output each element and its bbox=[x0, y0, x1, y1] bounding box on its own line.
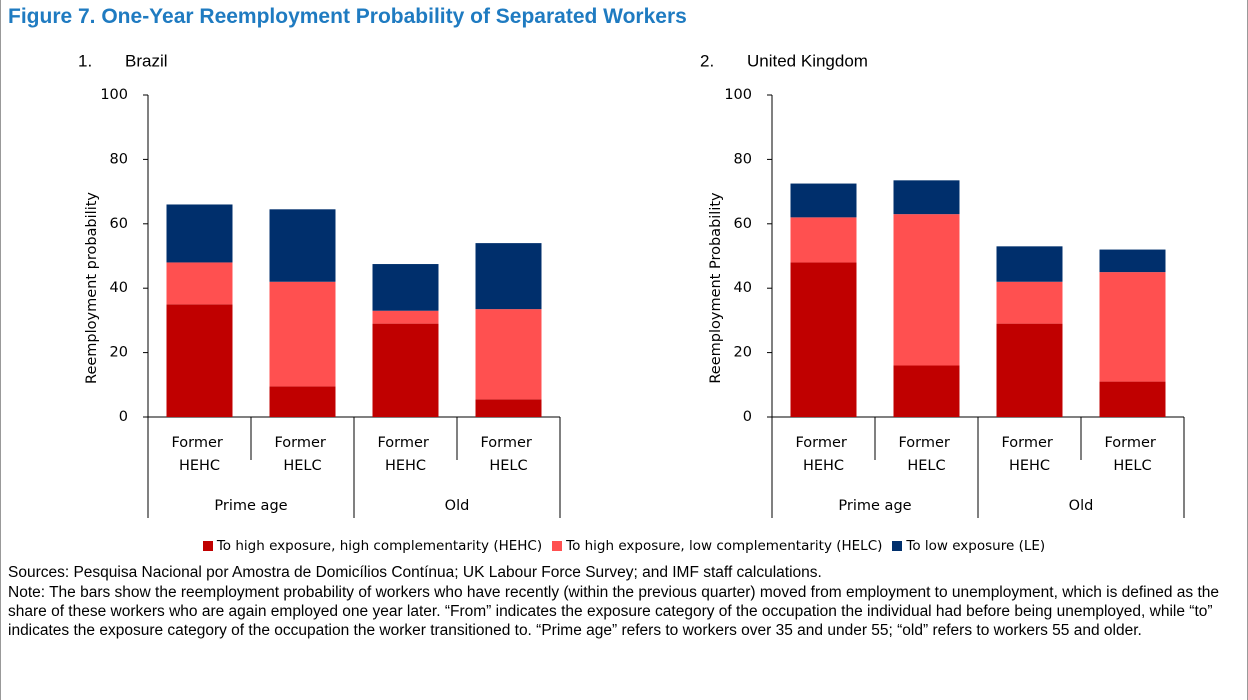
x-tick-label: Former HELC bbox=[898, 435, 954, 474]
y-tick-label: 0 bbox=[119, 409, 128, 425]
group-label: Old bbox=[1069, 498, 1094, 514]
y-axis-label: Reemployment Probability bbox=[708, 192, 724, 384]
series bbox=[790, 214, 1166, 382]
y-tick-label: 100 bbox=[100, 87, 128, 103]
bar-segment bbox=[996, 281, 1063, 324]
bar-segment bbox=[893, 214, 960, 366]
legend-item: To high exposure, low complementarity (H… bbox=[552, 538, 882, 554]
panel-number: 1. bbox=[78, 51, 92, 70]
bar-segment bbox=[372, 323, 439, 417]
legend-swatch bbox=[202, 541, 213, 551]
bar-segment bbox=[1099, 272, 1166, 382]
legend-label: To high exposure, high complementarity (… bbox=[216, 538, 543, 554]
y-tick-label: 0 bbox=[743, 409, 752, 425]
y-tick-label: 80 bbox=[110, 151, 128, 167]
group-label: Prime age bbox=[214, 498, 287, 514]
bar-segment bbox=[1099, 249, 1166, 273]
series bbox=[166, 262, 542, 400]
legend: To high exposure, high complementarity (… bbox=[0, 538, 1248, 554]
bar-segment bbox=[166, 304, 233, 417]
bar-segment bbox=[475, 399, 542, 417]
bar-segment bbox=[166, 262, 233, 305]
series bbox=[166, 304, 542, 417]
x-tick-label: Former HELC bbox=[1104, 435, 1160, 474]
y-axis-label: Reemployment probability bbox=[84, 192, 100, 384]
y-tick-label: 40 bbox=[110, 280, 128, 296]
legend-item: To low exposure (LE) bbox=[892, 538, 1045, 554]
bar-segment bbox=[269, 281, 336, 387]
y-tick-label: 80 bbox=[734, 151, 752, 167]
y-tick-label: 60 bbox=[110, 216, 128, 232]
series bbox=[166, 204, 542, 311]
bar-segment bbox=[1099, 381, 1166, 417]
bar-segment bbox=[166, 204, 233, 263]
panel-number: 2. bbox=[700, 51, 714, 70]
y-tick-label: 20 bbox=[110, 345, 128, 361]
group-label: Prime age bbox=[838, 498, 911, 514]
note: Note: The bars show the reemployment pro… bbox=[8, 584, 1220, 639]
bar-segment bbox=[790, 262, 857, 417]
bar-segment bbox=[790, 183, 857, 218]
legend-item: To high exposure, high complementarity (… bbox=[202, 538, 543, 554]
x-tick-label: Former HELC bbox=[480, 435, 536, 474]
bar-segment bbox=[996, 323, 1063, 417]
sources: Sources: Pesquisa Nacional por Amostra d… bbox=[8, 564, 822, 581]
series bbox=[790, 262, 1166, 417]
panel-title: Brazil bbox=[125, 51, 168, 70]
y-tick-label: 20 bbox=[734, 345, 752, 361]
bar-segment bbox=[790, 217, 857, 263]
series bbox=[790, 180, 1166, 282]
bar-segment bbox=[372, 310, 439, 324]
legend-swatch bbox=[552, 541, 563, 551]
bar-segment bbox=[475, 243, 542, 310]
bar-segment bbox=[269, 209, 336, 282]
bar-segment bbox=[893, 365, 960, 417]
x-tick-label: Former HEHC bbox=[377, 435, 433, 474]
y-tick-label: 100 bbox=[724, 87, 752, 103]
x-tick-label: Former HEHC bbox=[795, 435, 851, 474]
bar-segment bbox=[893, 180, 960, 215]
x-tick-label: Former HEHC bbox=[1001, 435, 1057, 474]
bar-segment bbox=[372, 264, 439, 311]
panel-title: United Kingdom bbox=[747, 51, 868, 70]
charts: 1. Brazil 0 20 40 60 80 100 Reemployment probabi… bbox=[78, 51, 1185, 518]
legend-swatch bbox=[892, 541, 903, 551]
x-tick-label: Former HEHC bbox=[171, 435, 227, 474]
bar-segment bbox=[269, 386, 336, 417]
legend-label: To high exposure, low complementarity (H… bbox=[566, 538, 883, 554]
x-tick-label: Former HELC bbox=[274, 435, 330, 474]
legend-label: To low exposure (LE) bbox=[906, 538, 1046, 554]
bar-segment bbox=[996, 246, 1063, 282]
y-tick-label: 60 bbox=[734, 216, 752, 232]
bar-segment bbox=[475, 309, 542, 400]
group-label: Old bbox=[445, 498, 470, 514]
figure-title: Figure 7. One-Year Reemployment Probabil… bbox=[8, 5, 687, 28]
y-tick-label: 40 bbox=[734, 280, 752, 296]
